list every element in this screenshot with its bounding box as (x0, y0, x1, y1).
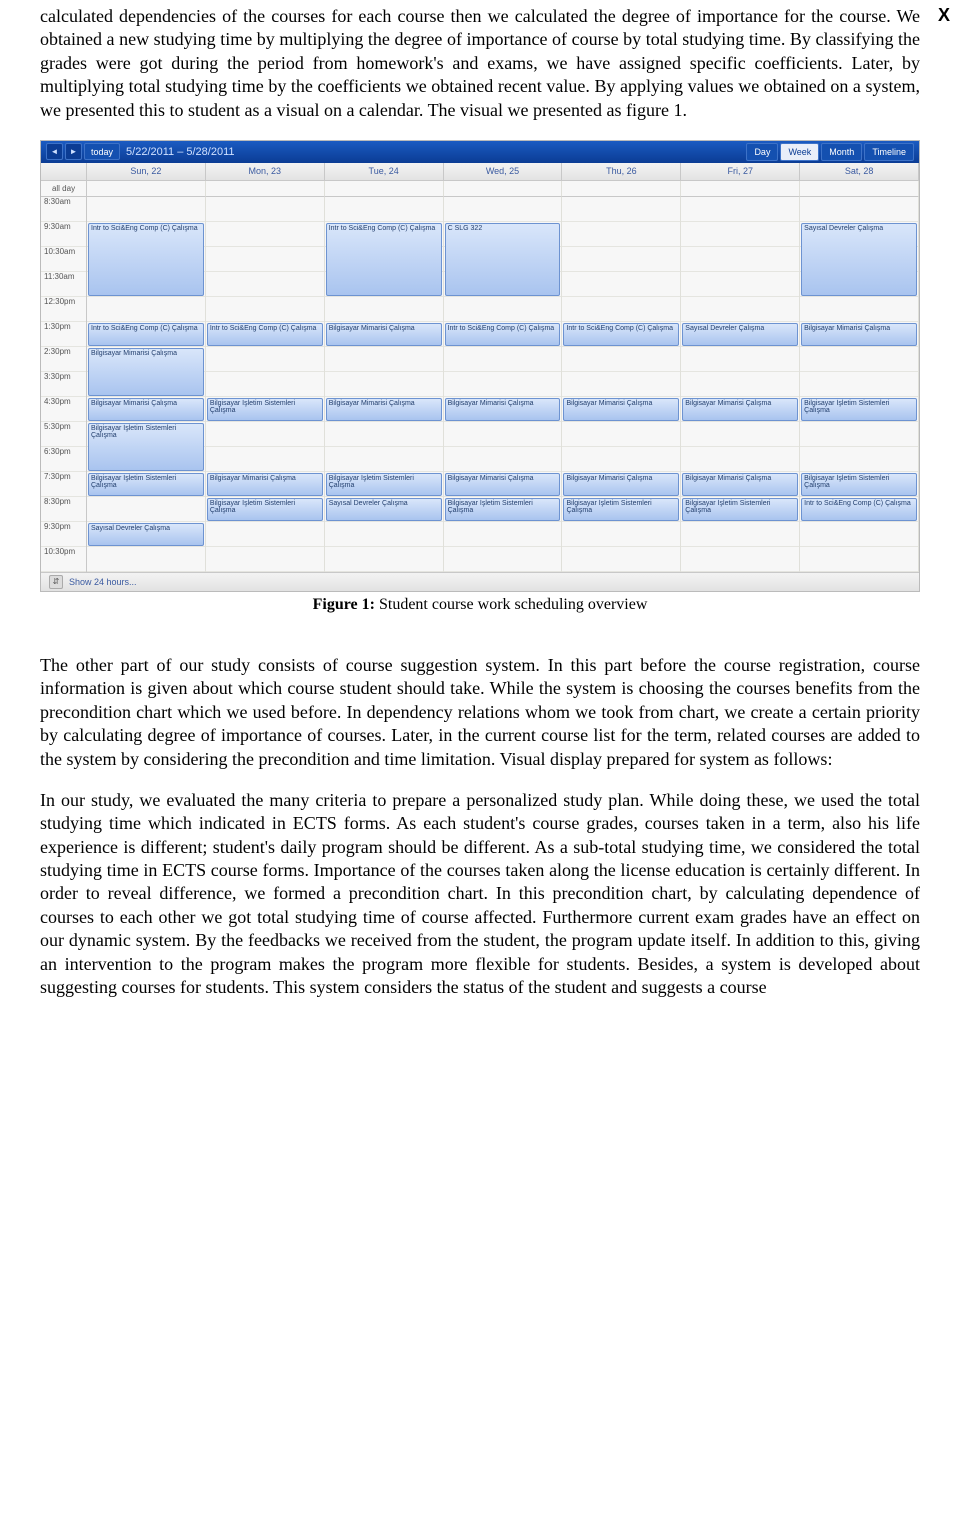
calendar-event[interactable]: Bilgisayar İşletim Sistemleri Çalışma (445, 498, 561, 521)
calendar-footer: ⇵ Show 24 hours... (41, 572, 919, 591)
day-column: Intr to Sci&Eng Comp (C) Çalışma Intr to … (87, 197, 206, 572)
time-label: 2:30pm (41, 347, 86, 372)
time-label: 8:30pm (41, 497, 86, 522)
calendar-event[interactable]: Bilgisayar Mimarisi Çalışma (445, 398, 561, 421)
calendar-event[interactable]: Bilgisayar Mimarisi Çalışma (801, 323, 917, 346)
paragraph-2: The other part of our study consists of … (40, 654, 920, 771)
page-mark: X (938, 5, 950, 26)
time-label: 11:30am (41, 272, 86, 297)
time-label: 4:30pm (41, 397, 86, 422)
calendar-event[interactable]: Bilgisayar Mimarisi Çalışma (563, 473, 679, 496)
calendar-event[interactable]: Bilgisayar Mimarisi Çalışma (88, 348, 204, 396)
day-header: Wed, 25 (444, 163, 563, 181)
time-label: 7:30pm (41, 472, 86, 497)
expand-icon[interactable]: ⇵ (49, 575, 63, 589)
day-column: Intr to Sci&Eng Comp (C) Çalışma Bilgisay… (206, 197, 325, 572)
calendar-event[interactable]: Sayısal Devreler Çalışma (682, 323, 798, 346)
calendar-event[interactable]: Bilgisayar Mimarisi Çalışma (326, 398, 442, 421)
day-headers: Sun, 22Mon, 23Tue, 24Wed, 25Thu, 26Fri, … (41, 163, 919, 181)
time-label: 6:30pm (41, 447, 86, 472)
calendar-event[interactable]: Bilgisayar Mimarisi Çalışma (682, 398, 798, 421)
calendar-event[interactable]: Intr to Sci&Eng Comp (C) Çalışma (801, 498, 917, 521)
calendar-event[interactable]: Intr to Sci&Eng Comp (C) Çalışma (88, 323, 204, 346)
day-header: Mon, 23 (206, 163, 325, 181)
day-header: Sat, 28 (800, 163, 919, 181)
today-button[interactable]: today (84, 143, 120, 160)
calendar-event[interactable]: Sayısal Devreler Çalışma (88, 523, 204, 546)
day-header: Fri, 27 (681, 163, 800, 181)
calendar-event[interactable]: Bilgisayar Mimarisi Çalışma (207, 473, 323, 496)
calendar-event[interactable]: Bilgisayar İşletim Sistemleri Çalışma (563, 498, 679, 521)
day-header: Thu, 26 (562, 163, 681, 181)
calendar-event[interactable]: Intr to Sci&Eng Comp (C) Çalışma (326, 223, 442, 296)
time-label: 10:30pm (41, 547, 86, 572)
calendar-event[interactable]: Sayısal Devreler Çalışma (801, 223, 917, 296)
time-label: 1:30pm (41, 322, 86, 347)
view-tab-timeline[interactable]: Timeline (864, 143, 914, 161)
calendar-event[interactable]: Bilgisayar İşletim Sistemleri Çalışma (801, 473, 917, 496)
calendar-event[interactable]: Intr to Sci&Eng Comp (C) Çalışma (563, 323, 679, 346)
day-header: Sun, 22 (87, 163, 206, 181)
time-label: 3:30pm (41, 372, 86, 397)
calendar-event[interactable]: Sayısal Devreler Çalışma (326, 498, 442, 521)
calendar-event[interactable]: Bilgisayar İşletim Sistemleri Çalışma (207, 398, 323, 421)
calendar-event[interactable]: Intr to Sci&Eng Comp (C) Çalışma (445, 323, 561, 346)
view-tab-day[interactable]: Day (746, 143, 778, 161)
figure-1-caption: Figure 1: Student course work scheduling… (40, 596, 920, 614)
date-range: 5/22/2011 – 5/28/2011 (126, 146, 234, 158)
time-label: 9:30pm (41, 522, 86, 547)
time-label: 8:30am (41, 197, 86, 222)
calendar-event[interactable]: Bilgisayar Mimarisi Çalışma (326, 323, 442, 346)
view-tab-week[interactable]: Week (780, 143, 819, 161)
calendar-event[interactable]: Bilgisayar İşletim Sistemleri Çalışma (801, 398, 917, 421)
paragraph-1: calculated dependencies of the courses f… (40, 5, 920, 122)
calendar-toolbar: ◄ ► today 5/22/2011 – 5/28/2011 DayWeekM… (41, 141, 919, 163)
day-column: Intr to Sci&Eng Comp (C) Çalışma Bilgisay… (325, 197, 444, 572)
time-label: 9:30am (41, 222, 86, 247)
view-tab-month[interactable]: Month (821, 143, 862, 161)
allday-row: all day (41, 181, 919, 197)
calendar-event[interactable]: Bilgisayar Mimarisi Çalışma (563, 398, 679, 421)
time-label: 5:30pm (41, 422, 86, 447)
day-column: Sayısal Devreler Çalışma Bilgisayar Mimar… (800, 197, 919, 572)
allday-label: all day (41, 181, 87, 197)
calendar-event[interactable]: C SLG 322 (445, 223, 561, 296)
calendar-grid: 8:30am9:30am10:30am11:30am12:30pm1:30pm2… (41, 197, 919, 572)
time-label: 12:30pm (41, 297, 86, 322)
calendar-event[interactable]: Bilgisayar İşletim Sistemleri Çalışma (326, 473, 442, 496)
calendar-event[interactable]: Bilgisayar İşletim Sistemleri Çalışma (207, 498, 323, 521)
day-column: C SLG 322 Intr to Sci&Eng Comp (C) Çalışm… (444, 197, 563, 572)
calendar-event[interactable]: Intr to Sci&Eng Comp (C) Çalışma (207, 323, 323, 346)
day-column: Intr to Sci&Eng Comp (C) Çalışma Bilgisay… (562, 197, 681, 572)
calendar-event[interactable]: Bilgisayar Mimarisi Çalışma (88, 398, 204, 421)
calendar: ◄ ► today 5/22/2011 – 5/28/2011 DayWeekM… (40, 140, 920, 592)
prev-button[interactable]: ◄ (46, 143, 63, 160)
paragraph-3: In our study, we evaluated the many crit… (40, 789, 920, 1000)
calendar-event[interactable]: Bilgisayar İşletim Sistemleri Çalışma (88, 423, 204, 471)
time-label: 10:30am (41, 247, 86, 272)
calendar-event[interactable]: Bilgisayar İşletim Sistemleri Çalışma (682, 498, 798, 521)
day-column: Sayısal Devreler Çalışma Bilgisayar Mimar… (681, 197, 800, 572)
day-header: Tue, 24 (325, 163, 444, 181)
calendar-event[interactable]: Bilgisayar İşletim Sistemleri Çalışma (88, 473, 204, 496)
next-button[interactable]: ► (65, 143, 82, 160)
calendar-event[interactable]: Bilgisayar Mimarisi Çalışma (682, 473, 798, 496)
calendar-event[interactable]: Intr to Sci&Eng Comp (C) Çalışma (88, 223, 204, 296)
calendar-event[interactable]: Bilgisayar Mimarisi Çalışma (445, 473, 561, 496)
footer-label[interactable]: Show 24 hours... (69, 577, 137, 587)
